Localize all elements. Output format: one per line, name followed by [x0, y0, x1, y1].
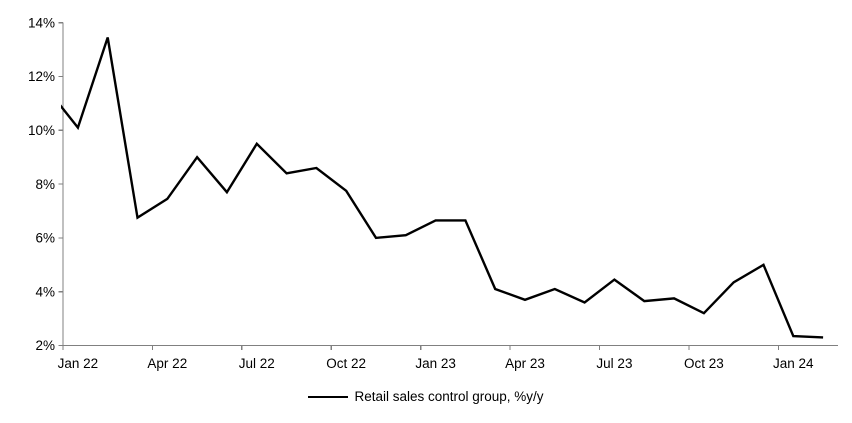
- legend-label: Retail sales control group, %y/y: [354, 389, 544, 404]
- x-axis-tick-label: Jul 22: [239, 356, 275, 371]
- series-line-retail-sales-control-group: [61, 37, 824, 339]
- x-axis-tick-label: Jul 23: [596, 356, 632, 371]
- y-axis-tick-label: 8%: [35, 177, 55, 192]
- y-axis-tick-label: 12%: [28, 69, 55, 84]
- x-axis-tick-label: Jan 23: [415, 356, 456, 371]
- y-axis-tick-label: 2%: [35, 338, 55, 353]
- y-axis-tick-label: 14%: [28, 15, 55, 30]
- legend-line-swatch: [308, 395, 349, 399]
- x-axis-tick-label: Oct 22: [326, 356, 366, 371]
- x-axis-tick-label: Jan 24: [773, 356, 814, 371]
- x-axis-tick-label: Apr 22: [147, 356, 187, 371]
- y-axis-tick-label: 4%: [35, 284, 55, 299]
- legend: Retail sales control group, %y/y: [0, 389, 852, 405]
- x-axis-tick-label: Jan 22: [58, 356, 99, 371]
- y-axis-tick-label: 6%: [35, 231, 55, 246]
- x-axis-tick-label: Apr 23: [505, 356, 545, 371]
- y-axis-tick-label: 10%: [28, 123, 55, 138]
- x-axis-tick-label: Oct 23: [684, 356, 724, 371]
